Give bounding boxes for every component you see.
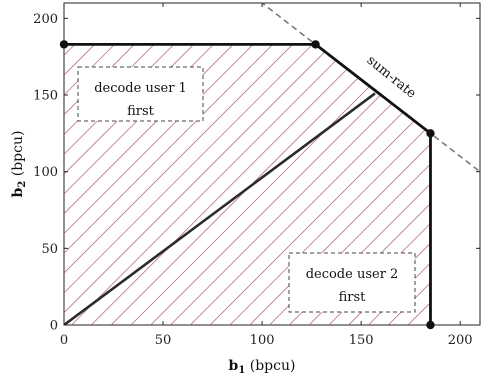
y-tick-label: 200 xyxy=(33,12,58,27)
decode-user-2-annotation-box xyxy=(288,252,416,313)
decode-user-1-annotation-text-line: first xyxy=(127,104,155,119)
y-tick-label: 0 xyxy=(50,319,58,334)
x-tick-label: 150 xyxy=(349,333,374,348)
x-tick-label: 100 xyxy=(250,333,275,348)
x-tick-label: 50 xyxy=(155,333,172,348)
x-tick-label: 0 xyxy=(60,333,68,348)
decode-user-1-annotation-box xyxy=(77,66,204,122)
corner-point-1 xyxy=(59,40,69,49)
y-tick-label: 50 xyxy=(41,242,58,257)
decode-user-2-annotation-text-line: decode user 2 xyxy=(306,267,399,282)
decode-user-2-annotation-text-line: first xyxy=(339,290,367,305)
y-tick-label: 100 xyxy=(33,165,58,180)
sum-rate-line xyxy=(260,3,480,173)
y-axis-label: b2 (bpcu) xyxy=(10,131,28,198)
corner-point-3 xyxy=(426,129,435,138)
x-axis-label: b1 (bpcu) xyxy=(229,358,296,376)
y-tick-label: 150 xyxy=(33,89,58,104)
decode-user-1-annotation-text-line: decode user 1 xyxy=(94,81,187,96)
time-sharing-line xyxy=(64,92,376,325)
corner-point-2 xyxy=(311,40,320,49)
corner-point-4 xyxy=(426,320,435,330)
region-boundary-line xyxy=(64,43,432,325)
x-tick-label: 200 xyxy=(448,333,473,348)
